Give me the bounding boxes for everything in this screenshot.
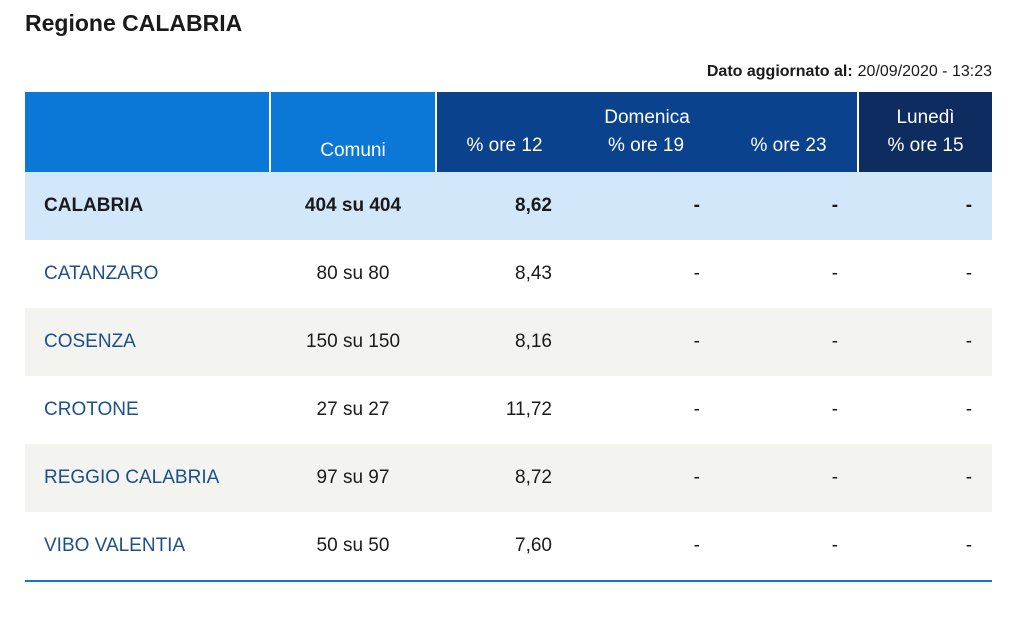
table-cell: - xyxy=(720,512,859,582)
table-cell: - xyxy=(720,172,859,240)
table-header: Comuni Domenica Lunedì % ore 12 % ore 19… xyxy=(25,92,993,172)
table-cell: - xyxy=(965,399,973,420)
area-name[interactable]: COSENZA xyxy=(25,308,270,376)
table-cell: 8,43 xyxy=(515,263,552,284)
table-cell: - xyxy=(858,444,993,512)
table-cell: - xyxy=(720,308,859,376)
table-body: CALABRIA 404 su 404 8,62- - - CATANZARO 80 su … xyxy=(25,172,993,582)
area-name[interactable]: CATANZARO xyxy=(44,263,159,284)
table-cell: - xyxy=(858,172,993,240)
table-cell: - xyxy=(572,308,720,376)
update-label: Dato aggiornato al: xyxy=(706,63,853,80)
table-cell: - xyxy=(720,444,859,512)
column-header: % ore 19 xyxy=(572,131,720,172)
results-table: Comuni Domenica Lunedì % ore 12 % ore 19… xyxy=(25,92,993,582)
column-header: % ore 12 xyxy=(435,131,572,172)
table-row: CALABRIA 404 su 404 8,62- - - xyxy=(25,172,993,240)
area-name[interactable]: CROTONE xyxy=(44,399,139,420)
update-value: 20/09/2020 - 13:23 xyxy=(857,63,992,80)
table-cell: 50 su 50 xyxy=(270,512,436,582)
table-cell: - xyxy=(831,399,839,420)
area-name[interactable]: VIBO VALENTIA xyxy=(25,512,270,582)
table-cell: 404 su 404 xyxy=(270,172,436,240)
table-cell: - xyxy=(572,512,720,582)
table-cell: 11,72 xyxy=(505,399,552,420)
update-info: Dato aggiornato al: 20/09/2020 - 13:23 xyxy=(707,63,992,81)
table-cell: 150 su 150 xyxy=(270,308,436,376)
header-cell xyxy=(25,92,270,172)
area-name: CALABRIA xyxy=(25,172,270,240)
table-cell: - xyxy=(693,399,700,420)
group-header: Lunedì xyxy=(857,92,993,131)
column-header: % ore 15 xyxy=(857,131,993,172)
table-cell: - xyxy=(693,263,700,284)
table-cell: - xyxy=(572,172,720,240)
table-cell: 27 su 27 xyxy=(316,399,390,420)
column-header: Comuni xyxy=(269,92,436,172)
area-name[interactable]: REGGIO CALABRIA xyxy=(25,444,270,512)
table-cell: - xyxy=(858,512,993,582)
table-cell: 7,60 xyxy=(436,512,572,582)
table-cell: - xyxy=(858,308,993,376)
page-title: Regione CALABRIA xyxy=(25,10,243,36)
table-row: VIBO VALENTIA 50 su 50 7,60- - - xyxy=(25,512,993,582)
table-row: CROTONE 27 su 27 11,72 - - - xyxy=(25,376,992,444)
table-cell: 8,62 xyxy=(436,172,572,240)
table-cell: 97 su 97 xyxy=(270,444,436,512)
table-row: REGGIO CALABRIA 97 su 97 8,72- - - xyxy=(25,444,993,512)
table-cell: 80 su 80 xyxy=(316,263,390,284)
table-row: CATANZARO 80 su 80 8,43 - - - xyxy=(25,240,992,308)
table-cell: 8,16 xyxy=(436,308,572,376)
column-header: % ore 23 xyxy=(720,131,859,172)
table-row: COSENZA 150 su 150 8,16- - - xyxy=(25,308,993,376)
table-cell: - xyxy=(965,263,973,284)
table-cell: - xyxy=(572,444,720,512)
table-cell: - xyxy=(831,263,839,284)
table-cell: 8,72 xyxy=(436,444,572,512)
group-header: Domenica xyxy=(434,92,859,131)
